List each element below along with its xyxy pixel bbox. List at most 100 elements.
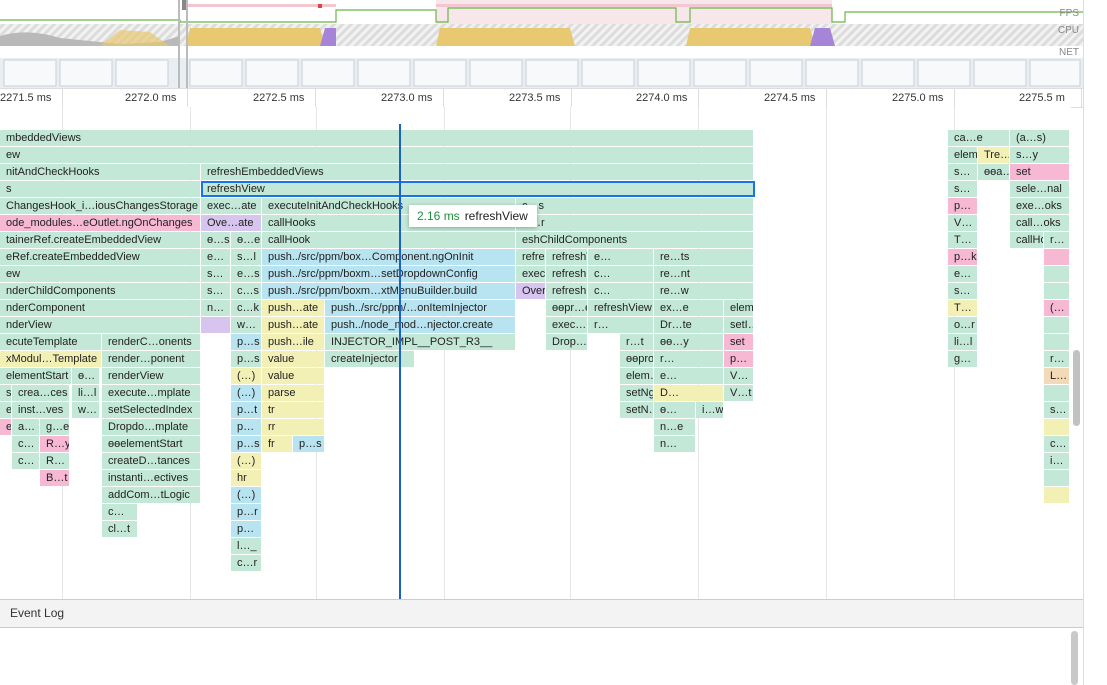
flame-event[interactable]: R… — [40, 453, 69, 469]
flame-event[interactable]: (… — [1044, 300, 1069, 316]
flame-event[interactable]: setN…erty — [620, 402, 653, 418]
flame-event[interactable]: fr — [262, 436, 292, 452]
flame-event[interactable]: ChangesHook_i…iousChangesStorage — [0, 198, 200, 214]
flame-event[interactable]: c… — [12, 436, 39, 452]
flame-event[interactable] — [201, 317, 230, 333]
flame-event[interactable]: r…t — [620, 334, 653, 350]
flame-event[interactable]: s… — [1044, 402, 1069, 418]
flame-event[interactable]: exec…ate — [201, 198, 261, 214]
flame-event[interactable]: Dr…te — [654, 317, 723, 333]
flame-event[interactable]: p… — [724, 351, 753, 367]
flame-event[interactable]: eshChildComponents — [516, 232, 753, 248]
flame-event[interactable]: ecuteTemplate — [0, 334, 101, 350]
flame-event[interactable]: (…) — [231, 487, 261, 503]
flame-chart[interactable]: mbeddedViews ew nitAndCheckHooks s ChangesHo… — [0, 107, 1071, 599]
flame-event[interactable]: setSelectedIndex — [102, 402, 200, 418]
flame-event[interactable]: push…ate — [262, 317, 324, 333]
timeline-overview[interactable]: FPS CPU NET — [0, 0, 1083, 88]
flame-event[interactable]: INJECTOR_IMPL__POST_R3__ — [325, 334, 515, 350]
flame-event[interactable]: renderView — [102, 368, 200, 384]
flame-event[interactable]: re…w — [654, 283, 753, 299]
flame-event[interactable]: V… — [948, 215, 977, 231]
flame-event[interactable]: r… — [654, 351, 723, 367]
flame-event[interactable]: e… — [588, 249, 653, 265]
flame-event[interactable] — [1044, 317, 1069, 333]
flame-event[interactable]: V… — [724, 368, 753, 384]
flame-scrollbar[interactable] — [1073, 124, 1081, 599]
flame-event[interactable]: c…r — [231, 555, 261, 571]
flame-event[interactable]: push../node_mod…njector.create — [325, 317, 515, 333]
flame-event[interactable]: setNg…ties — [620, 385, 653, 401]
flame-event[interactable]: eRef.createEmbeddedView — [0, 249, 200, 265]
flame-event[interactable]: ɵɵa…nce — [978, 164, 1009, 180]
flame-event[interactable]: push…ate — [262, 300, 324, 316]
flame-event[interactable]: (…) — [231, 368, 261, 384]
flame-event[interactable]: p… — [231, 419, 261, 435]
flame-event[interactable]: nderChildComponents — [0, 283, 200, 299]
flame-event[interactable]: ɵ… — [72, 368, 99, 384]
flame-event[interactable]: call…oks — [1010, 215, 1069, 231]
flame-event[interactable]: refreshView — [546, 249, 587, 265]
flame-event[interactable]: refreshView — [588, 300, 653, 316]
flame-event[interactable]: exec…late — [546, 317, 587, 333]
flame-event[interactable]: l…_ — [231, 538, 261, 554]
flame-event[interactable]: value — [262, 368, 324, 384]
flame-event[interactable] — [1044, 334, 1069, 350]
flame-event[interactable]: ɵ…s — [201, 232, 230, 248]
flame-event[interactable]: e — [0, 419, 11, 435]
flame-event[interactable]: nderComponent — [0, 300, 200, 316]
flame-event[interactable]: s… — [201, 283, 230, 299]
flame-event[interactable]: a… — [12, 419, 39, 435]
flame-event[interactable]: refresh…ponent — [546, 283, 587, 299]
flame-event[interactable]: exe…oks — [1010, 198, 1069, 214]
flame-event[interactable]: c… — [1044, 436, 1069, 452]
flame-event[interactable]: p…s — [231, 334, 261, 350]
flame-event[interactable]: sele…nal — [1010, 181, 1069, 197]
flame-event[interactable]: T… — [948, 232, 977, 248]
flame-event[interactable]: ew — [0, 266, 200, 282]
flame-event[interactable]: re…ts — [654, 249, 753, 265]
flame-event[interactable]: refresh…onents — [546, 266, 587, 282]
tab-event-log[interactable]: Event Log — [10, 606, 65, 620]
flame-event[interactable]: R…r — [516, 215, 753, 231]
flame-event[interactable]: li…l — [948, 334, 977, 350]
flame-event[interactable]: callHook — [1010, 232, 1043, 248]
flame-event[interactable]: ɵ… — [654, 402, 695, 418]
flame-event[interactable]: refreshComponent — [516, 249, 545, 265]
flame-event[interactable]: n…e — [654, 419, 695, 435]
flame-event[interactable]: instanti…ectives — [102, 470, 200, 486]
flame-event[interactable]: c… — [588, 283, 653, 299]
flame-event[interactable]: c…s — [231, 283, 261, 299]
flame-event[interactable]: ɵ…e — [231, 232, 261, 248]
flame-event[interactable]: n… — [201, 300, 230, 316]
flame-event[interactable]: execute…mplate — [102, 385, 200, 401]
flame-event[interactable] — [1044, 470, 1069, 486]
flame-event[interactable]: ɵɵelementStart — [102, 436, 200, 452]
flame-event[interactable]: elem…rnal — [620, 368, 653, 384]
flame-event[interactable]: c… — [588, 266, 653, 282]
flame-event[interactable]: createInjector — [325, 351, 414, 367]
flame-event[interactable]: cl…t — [102, 521, 137, 537]
flame-event[interactable]: s… — [948, 283, 977, 299]
flame-event[interactable]: setI…erty — [724, 317, 753, 333]
flame-event[interactable]: D… — [654, 385, 723, 401]
flame-event[interactable]: p… — [948, 198, 977, 214]
flame-event[interactable]: c…k — [231, 300, 261, 316]
flame-event[interactable]: n… — [654, 436, 695, 452]
flame-event[interactable]: (a…s) — [1010, 130, 1069, 146]
flame-event[interactable]: rr — [262, 419, 324, 435]
flame-event[interactable]: callHook — [262, 232, 515, 248]
flame-event[interactable]: addCom…tLogic — [102, 487, 200, 503]
flame-event[interactable]: p…k — [948, 249, 977, 265]
flame-event[interactable]: e… — [654, 368, 723, 384]
flame-event[interactable]: (…) — [231, 453, 261, 469]
flame-event[interactable]: r… — [588, 317, 653, 333]
flame-event[interactable]: ode_modules…eOutlet.ngOnChanges — [0, 215, 200, 231]
flame-event[interactable]: s — [0, 181, 200, 197]
flame-event[interactable]: mbeddedViews — [0, 130, 753, 146]
flame-event[interactable] — [1044, 487, 1069, 503]
flame-event[interactable]: createD…tances — [102, 453, 200, 469]
flame-event[interactable]: ɵɵpr…erty — [546, 300, 587, 316]
flame-event[interactable]: g…e — [40, 419, 69, 435]
flame-event[interactable]: T… — [948, 300, 977, 316]
